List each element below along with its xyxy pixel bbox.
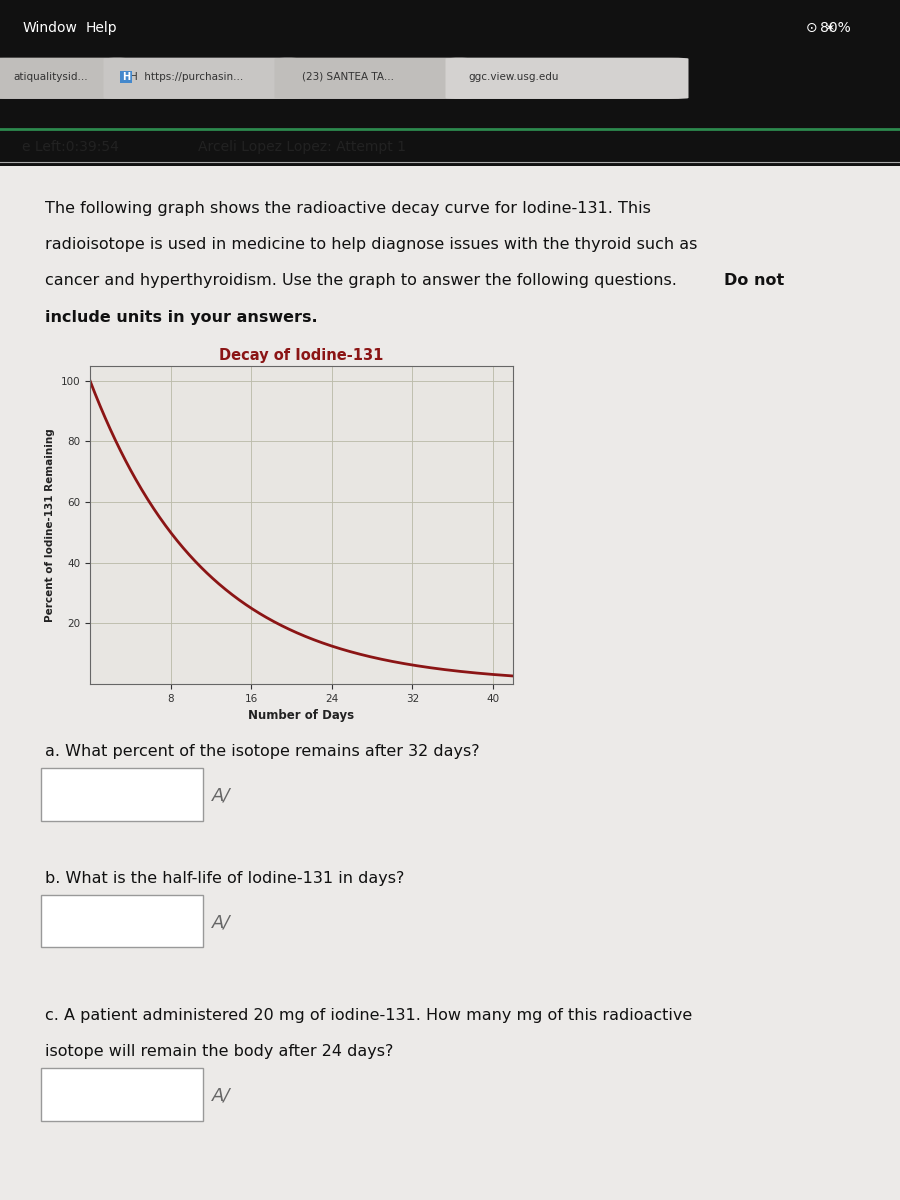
Text: (23) SANTEA TA...: (23) SANTEA TA...	[302, 72, 393, 82]
FancyBboxPatch shape	[446, 58, 688, 98]
X-axis label: Number of Days: Number of Days	[248, 709, 355, 722]
Text: isotope will remain the body after 24 days?: isotope will remain the body after 24 da…	[45, 1044, 393, 1060]
FancyBboxPatch shape	[0, 166, 900, 1200]
Text: ⊙: ⊙	[806, 22, 817, 35]
FancyBboxPatch shape	[40, 895, 202, 948]
Text: H: H	[122, 72, 130, 82]
FancyBboxPatch shape	[274, 58, 472, 98]
Text: b. What is the half-life of Iodine-131 in days?: b. What is the half-life of Iodine-131 i…	[45, 871, 404, 886]
Title: Decay of Iodine-131: Decay of Iodine-131	[220, 348, 383, 362]
Text: radioisotope is used in medicine to help diagnose issues with the thyroid such a: radioisotope is used in medicine to help…	[45, 238, 698, 252]
FancyBboxPatch shape	[104, 58, 302, 98]
Text: H  https://purchasin...: H https://purchasin...	[130, 72, 244, 82]
Text: a. What percent of the isotope remains after 32 days?: a. What percent of the isotope remains a…	[45, 744, 480, 760]
Text: Window: Window	[22, 22, 77, 35]
Text: A/: A/	[212, 913, 230, 931]
Text: e Left:0:39:54: e Left:0:39:54	[22, 140, 120, 155]
Y-axis label: Percent of Iodine-131 Remaining: Percent of Iodine-131 Remaining	[45, 428, 55, 622]
Text: ✶: ✶	[825, 22, 836, 35]
Text: Do not: Do not	[724, 274, 785, 288]
FancyBboxPatch shape	[40, 768, 202, 821]
FancyBboxPatch shape	[0, 58, 130, 98]
Text: The following graph shows the radioactive decay curve for Iodine-131. This: The following graph shows the radioactiv…	[45, 200, 651, 216]
Text: H: H	[122, 72, 130, 82]
Text: A/: A/	[212, 1087, 230, 1105]
Text: Arceli Lopez Lopez: Attempt 1: Arceli Lopez Lopez: Attempt 1	[198, 140, 406, 155]
Text: Help: Help	[86, 22, 117, 35]
FancyBboxPatch shape	[40, 1068, 202, 1121]
Text: cancer and hyperthyroidism. Use the graph to answer the following questions.: cancer and hyperthyroidism. Use the grap…	[45, 274, 682, 288]
Text: ggc.view.usg.edu: ggc.view.usg.edu	[468, 72, 559, 82]
Text: atiqualitysid...: atiqualitysid...	[14, 72, 88, 82]
Text: 80%: 80%	[820, 22, 850, 35]
Text: c. A patient administered 20 mg of iodine-131. How many mg of this radioactive: c. A patient administered 20 mg of iodin…	[45, 1008, 692, 1022]
Text: A/: A/	[212, 787, 230, 805]
Text: include units in your answers.: include units in your answers.	[45, 310, 318, 324]
